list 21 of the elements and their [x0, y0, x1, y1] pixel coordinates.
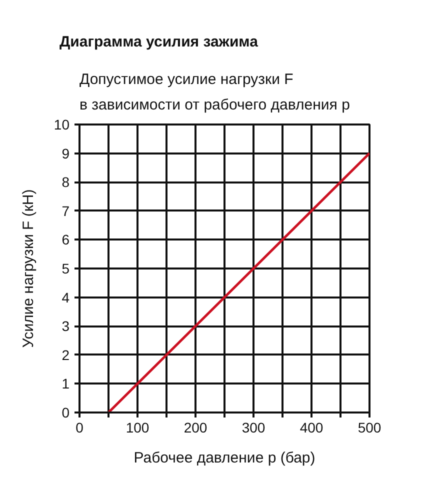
y-tick-label: 1: [62, 376, 70, 392]
y-tick-label: 6: [62, 232, 70, 248]
x-tick-label: 400: [300, 420, 324, 436]
x-tick-label: 100: [126, 420, 150, 436]
y-tick-label: 4: [62, 289, 70, 306]
y-tick-label: 5: [62, 260, 70, 276]
x-tick-label: 500: [358, 420, 382, 436]
x-axis-title: Рабочее давление p (бар): [134, 450, 316, 466]
y-tick-label: 9: [62, 145, 70, 162]
chart-subtitle: Допустимое усилие нагрузки F в зависимости от рабочего давления p: [80, 71, 350, 114]
y-tick-label: 0: [62, 404, 70, 420]
x-tick-label: 0: [76, 420, 84, 436]
y-axis-title: Усилие нагрузки F (кН): [20, 189, 37, 348]
y-tick-label: 8: [62, 174, 70, 190]
x-tick-label: 200: [184, 420, 208, 436]
chart-title: Диаграмма усилия зажима: [60, 34, 259, 50]
y-tick-label: 2: [62, 346, 70, 363]
x-tick-label: 300: [242, 420, 266, 436]
y-tick-label: 3: [62, 318, 70, 334]
y-tick-label: 7: [62, 202, 70, 219]
y-tick-label: 10: [54, 116, 70, 132]
